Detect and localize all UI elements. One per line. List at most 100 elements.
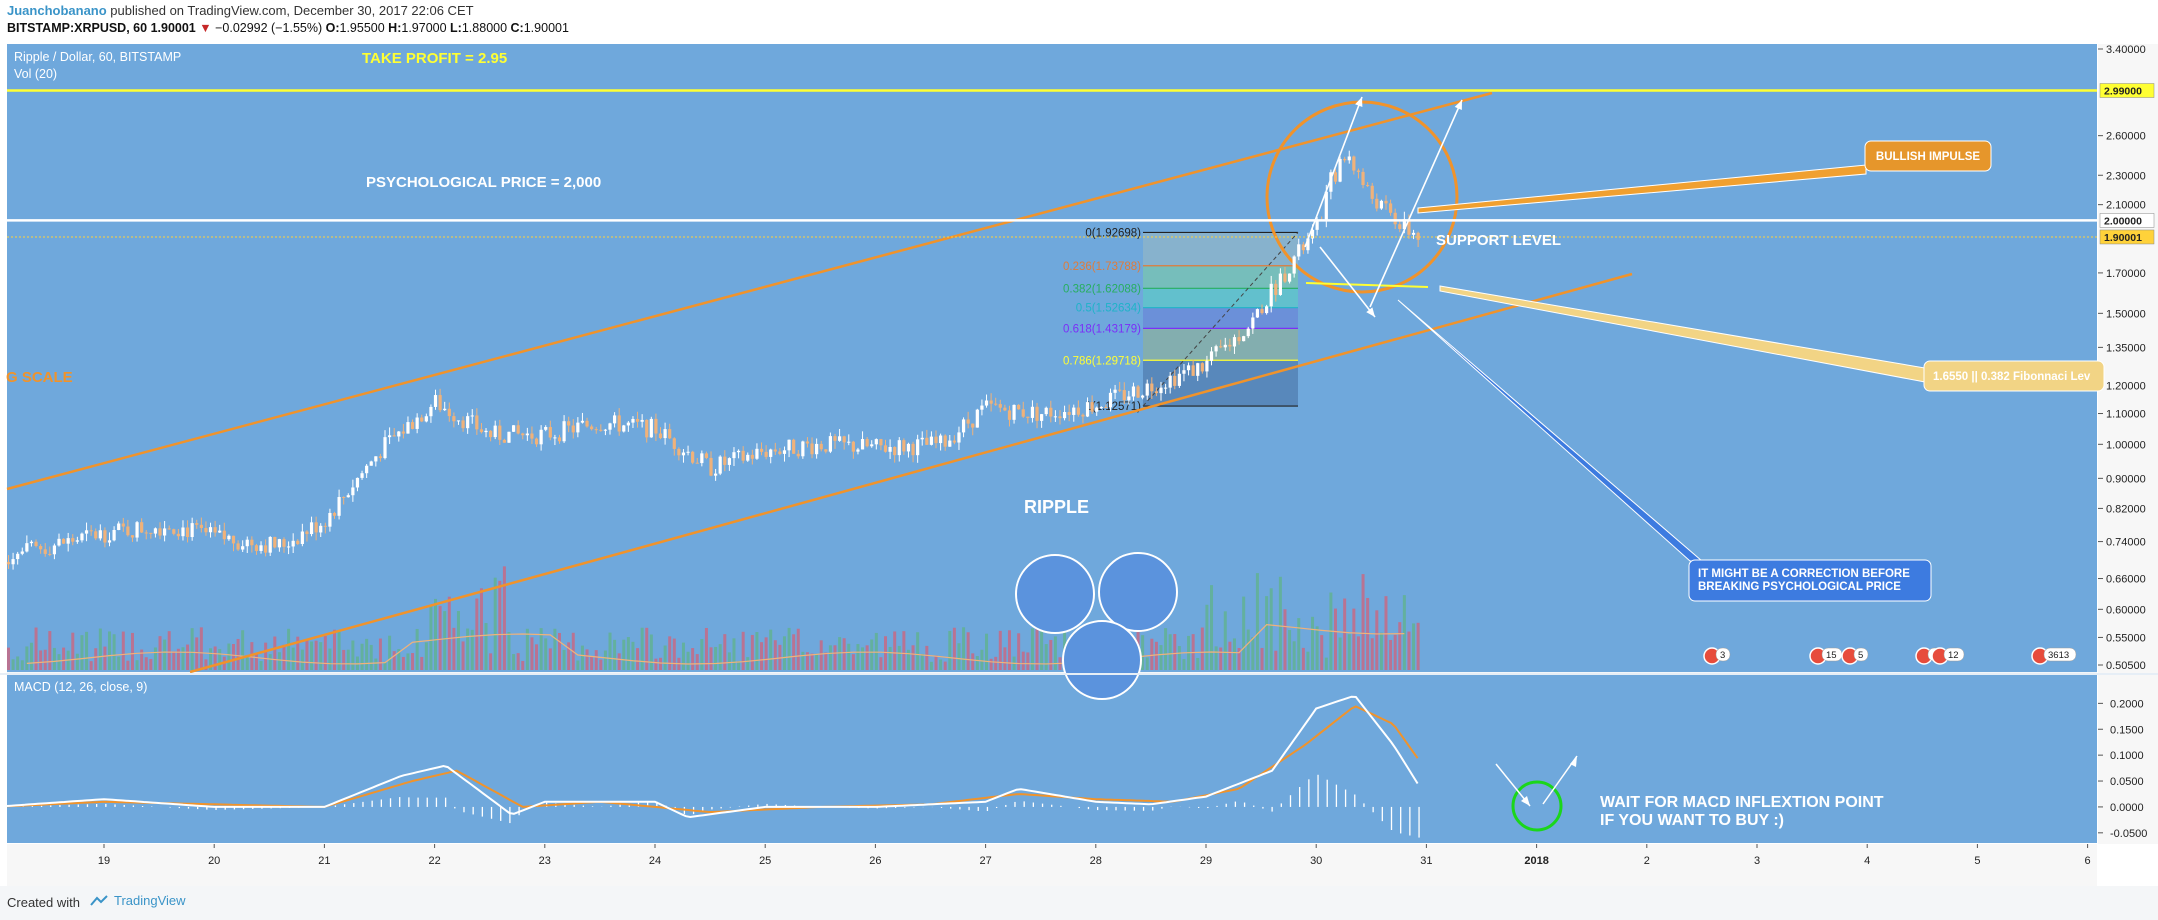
volume-bar bbox=[153, 647, 157, 670]
candle-body bbox=[1049, 407, 1053, 417]
macd-pane[interactable] bbox=[7, 675, 2097, 843]
candle-body bbox=[897, 440, 901, 456]
fib-zone bbox=[1143, 288, 1298, 308]
open-value: 1.95500 bbox=[339, 21, 385, 35]
volume-bar bbox=[645, 627, 649, 670]
candle-body bbox=[1177, 373, 1181, 386]
volume-bar bbox=[746, 657, 750, 670]
volume-bar bbox=[310, 641, 314, 670]
macd-tick-label: 0.0500 bbox=[2110, 776, 2144, 788]
volume-bar bbox=[553, 628, 557, 670]
volume-bar bbox=[1026, 652, 1030, 670]
bullish-impulse-callout[interactable]: BULLISH IMPULSE bbox=[1417, 140, 1992, 214]
candle-body bbox=[236, 543, 240, 550]
volume-bar bbox=[847, 643, 851, 670]
impulse-arrow bbox=[1304, 96, 1363, 248]
volume-bar bbox=[6, 647, 10, 670]
legend-macd: MACD (12, 26, close, 9) bbox=[14, 680, 147, 694]
candle-body bbox=[1274, 283, 1278, 295]
candle-body bbox=[819, 443, 823, 450]
volume-bar bbox=[870, 639, 874, 670]
volume-bar bbox=[718, 644, 722, 670]
volume-bar bbox=[254, 653, 258, 670]
candle-body bbox=[176, 533, 180, 537]
candle-body bbox=[1163, 387, 1168, 389]
fib-level-label: 0.786(1.29718) bbox=[1063, 355, 1141, 367]
volume-bar bbox=[85, 631, 89, 670]
volume-bar bbox=[314, 640, 318, 670]
volume-bar bbox=[824, 652, 828, 670]
support-level-label: SUPPORT LEVEL bbox=[1436, 232, 1561, 249]
candle-body bbox=[677, 448, 681, 456]
tradingview-link[interactable]: TradingView bbox=[90, 893, 186, 908]
candle-body bbox=[268, 536, 272, 553]
volume-bar bbox=[1044, 644, 1048, 670]
ripple-circle-left bbox=[1015, 554, 1095, 634]
candle-body bbox=[686, 451, 690, 453]
candle-body bbox=[1186, 365, 1191, 371]
volume-bar bbox=[585, 649, 589, 670]
candle-body bbox=[590, 426, 594, 430]
candle-body bbox=[879, 439, 883, 446]
time-tick-label: 30 bbox=[1310, 855, 1322, 867]
candle-body bbox=[296, 540, 300, 544]
volume-bar bbox=[337, 631, 341, 670]
candle-body bbox=[769, 449, 773, 457]
candle-body bbox=[984, 400, 989, 406]
price-marker-badge bbox=[2099, 229, 2155, 245]
price-tick-label: 0.66000 bbox=[2106, 574, 2146, 586]
candle-body bbox=[185, 527, 190, 538]
volume-bar bbox=[167, 631, 171, 670]
volume-bar bbox=[245, 655, 249, 670]
candle-body bbox=[911, 443, 915, 456]
candle-body bbox=[199, 524, 203, 529]
chart-canvas[interactable]: 0(1.92698) 0.236(1.73788) 0.382(1.62088) 0.… bbox=[0, 42, 2158, 886]
volume-bar bbox=[470, 629, 474, 670]
event-count-label: 3 bbox=[1720, 650, 1725, 661]
volume-bar bbox=[782, 636, 786, 670]
volume-bar bbox=[636, 648, 640, 670]
volume-bar bbox=[1278, 576, 1282, 670]
candle-body bbox=[796, 453, 800, 457]
candle-body bbox=[452, 416, 456, 422]
candle-body bbox=[447, 408, 451, 417]
volume-bar bbox=[1389, 639, 1393, 670]
volume-bar bbox=[1384, 596, 1388, 670]
volume-bar bbox=[764, 637, 768, 670]
volume-bar bbox=[622, 639, 626, 670]
fibonacci-level-callout[interactable]: 1.6550 || 0.382 Fibonnaci Lev bbox=[1439, 285, 2105, 392]
candle-body bbox=[1035, 406, 1039, 421]
volume-bar bbox=[916, 632, 920, 670]
volume-bar bbox=[750, 634, 754, 670]
volume-bar bbox=[929, 661, 933, 670]
correction-callout[interactable]: IT MIGHT BE A CORRECTION BEFORE BREAKING… bbox=[1397, 299, 1932, 602]
candle-body bbox=[1007, 410, 1012, 420]
volume-bar bbox=[911, 645, 915, 670]
candle-body bbox=[916, 439, 920, 456]
event-count-badge bbox=[2043, 647, 2077, 662]
candle-body bbox=[1356, 170, 1361, 172]
time-axis-area[interactable] bbox=[7, 844, 2097, 886]
volume-bar bbox=[126, 660, 130, 670]
candle-body bbox=[502, 439, 506, 443]
candle-body bbox=[52, 545, 57, 555]
volume-bar bbox=[1246, 629, 1250, 670]
candle-body bbox=[704, 453, 709, 458]
ripple-label: RIPPLE bbox=[1024, 497, 1089, 517]
author-link[interactable]: Juanchobanano bbox=[7, 3, 107, 18]
volume-bar bbox=[649, 634, 653, 670]
volume-bar bbox=[1297, 618, 1301, 670]
volume-bar bbox=[103, 646, 107, 670]
candle-body bbox=[714, 473, 718, 476]
candle-body bbox=[1168, 375, 1172, 388]
time-tick-label: 25 bbox=[759, 855, 771, 867]
price-axis-area[interactable] bbox=[2098, 44, 2158, 844]
volume-bar bbox=[603, 650, 607, 670]
candle-body bbox=[837, 436, 842, 441]
volume-bar bbox=[815, 653, 819, 670]
candle-body bbox=[631, 418, 635, 423]
volume-bar bbox=[43, 649, 47, 670]
candle-body bbox=[1265, 306, 1269, 314]
volume-bar bbox=[989, 658, 993, 670]
candle-body bbox=[424, 416, 428, 422]
